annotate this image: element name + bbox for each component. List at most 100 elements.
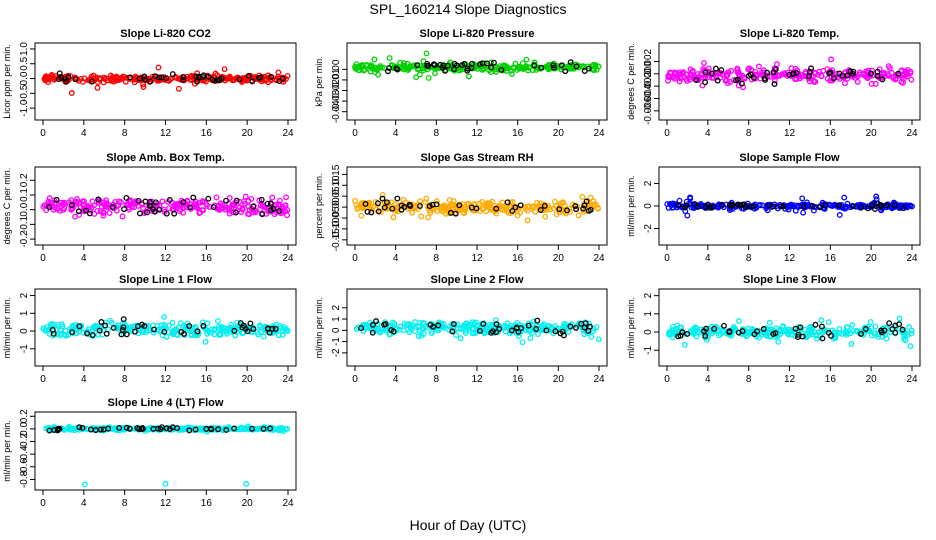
y-tick-label: 2 bbox=[19, 292, 30, 298]
data-point-mean bbox=[210, 204, 217, 211]
data-point-mean bbox=[450, 321, 457, 327]
y-axis-label: degrees C per min. bbox=[626, 43, 636, 120]
data-point bbox=[593, 66, 600, 73]
data-point bbox=[425, 75, 432, 81]
y-tick-label: 0.1 bbox=[19, 188, 30, 202]
data-point-mean bbox=[375, 208, 382, 215]
data-point bbox=[121, 74, 128, 80]
data-point bbox=[230, 201, 236, 208]
data-point bbox=[416, 326, 423, 333]
data-point-mean bbox=[205, 195, 212, 202]
data-point bbox=[419, 320, 426, 326]
data-point bbox=[391, 321, 398, 327]
data-point-mean bbox=[581, 202, 588, 209]
data-point-mean bbox=[75, 208, 82, 215]
data-point bbox=[848, 340, 855, 347]
data-point-mean bbox=[751, 74, 757, 81]
data-point bbox=[841, 80, 848, 87]
panel-2: Slope Li-820 Temp. 0 4 8 12 16 20 24 -0.006-0.00… bbox=[626, 28, 921, 139]
data-point-mean bbox=[223, 197, 229, 204]
data-point-mean bbox=[839, 72, 846, 79]
data-point-mean bbox=[872, 206, 878, 212]
data-point bbox=[241, 200, 248, 207]
outlier-point bbox=[162, 480, 169, 487]
y-tick-label: 0.5 bbox=[19, 56, 30, 70]
y-tick-label: 1 bbox=[19, 310, 30, 316]
data-point bbox=[408, 322, 415, 329]
data-point bbox=[271, 211, 278, 218]
y-tick-label: 0.00 bbox=[331, 197, 342, 217]
x-tick-label: 20 bbox=[553, 374, 565, 385]
data-point bbox=[677, 75, 684, 82]
data-point-mean bbox=[701, 328, 707, 335]
data-point bbox=[701, 60, 707, 67]
data-point bbox=[691, 331, 697, 337]
x-tick-label: 0 bbox=[352, 374, 358, 385]
y-axis-label: ml/min per min. bbox=[314, 297, 324, 359]
data-point-mean bbox=[190, 194, 197, 201]
data-point bbox=[400, 66, 407, 73]
data-point-mean bbox=[795, 331, 802, 338]
data-point bbox=[527, 335, 534, 342]
data-point-mean bbox=[892, 329, 899, 336]
data-point bbox=[189, 331, 195, 338]
data-point bbox=[154, 323, 161, 329]
x-tick-label: 20 bbox=[866, 374, 878, 385]
data-point bbox=[526, 64, 532, 71]
data-point bbox=[476, 63, 483, 70]
data-point bbox=[854, 78, 861, 85]
data-point-mean bbox=[144, 209, 151, 216]
data-point-mean bbox=[267, 207, 274, 213]
data-point bbox=[755, 63, 762, 70]
data-point bbox=[228, 321, 235, 328]
data-point-mean bbox=[120, 316, 127, 323]
data-point bbox=[594, 204, 601, 211]
data-point-mean bbox=[772, 66, 779, 73]
data-point bbox=[590, 61, 597, 68]
data-point bbox=[103, 203, 110, 210]
x-tick-label: 8 bbox=[746, 253, 752, 264]
data-point bbox=[808, 329, 815, 336]
x-tick-label: 16 bbox=[825, 128, 837, 139]
x-tick-label: 0 bbox=[664, 253, 670, 264]
data-point-mean bbox=[127, 74, 133, 81]
data-point bbox=[197, 209, 204, 216]
data-point-mean bbox=[552, 328, 559, 335]
x-tick-label: 4 bbox=[705, 374, 711, 385]
data-point bbox=[735, 68, 742, 75]
data-point bbox=[239, 205, 246, 212]
data-point-mean bbox=[142, 76, 148, 83]
y-tick-label: 0.15 bbox=[331, 164, 342, 184]
data-point-mean bbox=[406, 201, 413, 208]
data-point-mean bbox=[868, 70, 875, 77]
data-point bbox=[687, 195, 694, 202]
data-point-mean bbox=[249, 425, 256, 432]
data-point bbox=[669, 334, 676, 341]
y-tick-label: -1.0 bbox=[19, 99, 30, 117]
data-point bbox=[257, 206, 264, 213]
x-tick-label: 20 bbox=[553, 253, 565, 264]
data-point bbox=[482, 202, 489, 209]
data-point-mean bbox=[192, 426, 199, 433]
data-point bbox=[896, 315, 903, 322]
x-tick-label: 4 bbox=[705, 128, 711, 139]
data-point bbox=[68, 205, 75, 212]
data-point-mean bbox=[889, 326, 896, 333]
panel-0: Slope Li-820 CO2 0 4 8 12 16 20 24 -1.0-0.50.00.… bbox=[2, 28, 297, 139]
data-point bbox=[686, 76, 693, 83]
data-point bbox=[416, 71, 423, 78]
data-point bbox=[278, 426, 285, 433]
data-point bbox=[864, 75, 871, 82]
data-point-mean bbox=[480, 320, 487, 327]
data-point bbox=[213, 194, 220, 201]
data-point bbox=[397, 323, 404, 330]
scatter-points bbox=[352, 50, 602, 81]
data-point-mean bbox=[72, 76, 79, 83]
data-point bbox=[226, 73, 233, 80]
data-point-mean bbox=[151, 208, 158, 215]
data-point bbox=[371, 56, 378, 63]
data-point-mean bbox=[836, 202, 843, 209]
data-point-mean bbox=[556, 206, 563, 213]
data-point-mean bbox=[476, 61, 483, 68]
